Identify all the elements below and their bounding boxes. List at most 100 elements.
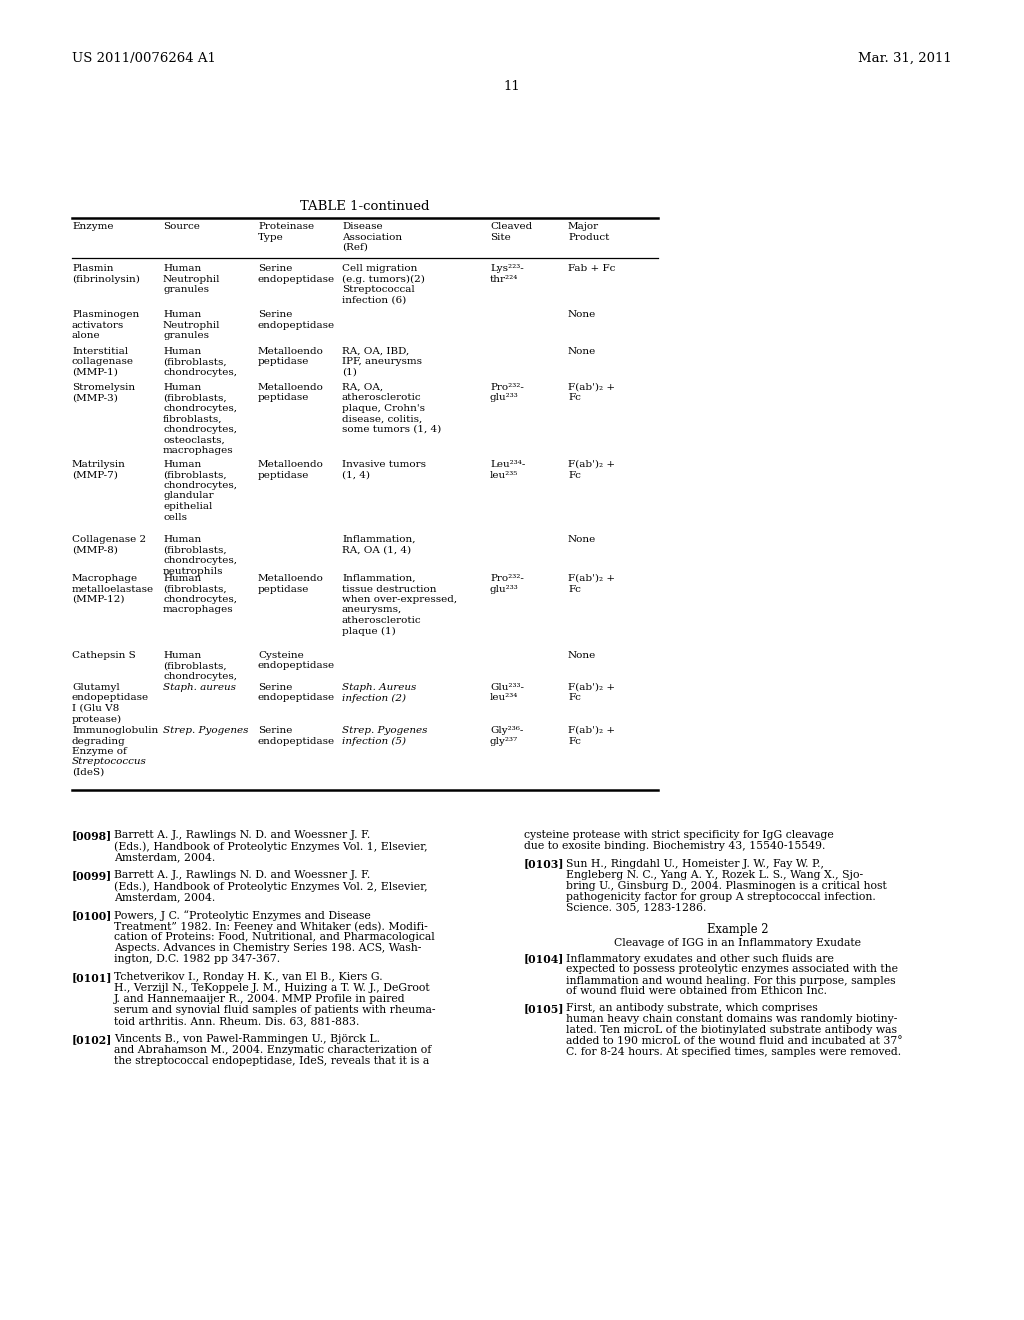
Text: thr²²⁴: thr²²⁴ [490, 275, 518, 284]
Text: F(ab')₂ +: F(ab')₂ + [568, 682, 615, 692]
Text: F(ab')₂ +: F(ab')₂ + [568, 574, 615, 583]
Text: Streptococcus: Streptococcus [72, 758, 146, 767]
Text: infection (5): infection (5) [342, 737, 406, 746]
Text: added to 190 microL of the wound fluid and incubated at 37°: added to 190 microL of the wound fluid a… [566, 1036, 902, 1045]
Text: toid arthritis. Ann. Rheum. Dis. 63, 881-883.: toid arthritis. Ann. Rheum. Dis. 63, 881… [114, 1016, 359, 1026]
Text: 11: 11 [504, 81, 520, 92]
Text: Type: Type [258, 232, 284, 242]
Text: [0101]: [0101] [72, 972, 113, 983]
Text: Aspects. Advances in Chemistry Series 198. ACS, Wash-: Aspects. Advances in Chemistry Series 19… [114, 942, 421, 953]
Text: chondrocytes,: chondrocytes, [163, 595, 237, 605]
Text: some tumors (1, 4): some tumors (1, 4) [342, 425, 441, 434]
Text: Cleavage of IGG in an Inflammatory Exudate: Cleavage of IGG in an Inflammatory Exuda… [614, 937, 861, 948]
Text: Inflammation,: Inflammation, [342, 574, 416, 583]
Text: glandular: glandular [163, 491, 214, 500]
Text: [0100]: [0100] [72, 909, 113, 921]
Text: aneurysms,: aneurysms, [342, 606, 402, 615]
Text: Enzyme: Enzyme [72, 222, 114, 231]
Text: Barrett A. J., Rawlings N. D. and Woessner J. F.: Barrett A. J., Rawlings N. D. and Woessn… [114, 870, 371, 880]
Text: leu²³⁴: leu²³⁴ [490, 693, 518, 702]
Text: activators: activators [72, 321, 124, 330]
Text: Human: Human [163, 264, 202, 273]
Text: cation of Proteins: Food, Nutritional, and Pharmacological: cation of Proteins: Food, Nutritional, a… [114, 932, 435, 942]
Text: glu²³³: glu²³³ [490, 393, 519, 403]
Text: Fc: Fc [568, 693, 581, 702]
Text: F(ab')₂ +: F(ab')₂ + [568, 459, 615, 469]
Text: (Eds.), Handbook of Proteolytic Enzymes Vol. 2, Elsevier,: (Eds.), Handbook of Proteolytic Enzymes … [114, 880, 428, 891]
Text: Sun H., Ringdahl U., Homeister J. W., Fay W. P.,: Sun H., Ringdahl U., Homeister J. W., Fa… [566, 858, 824, 869]
Text: Treatment” 1982. In: Feeney and Whitaker (eds). Modifi-: Treatment” 1982. In: Feeney and Whitaker… [114, 921, 428, 932]
Text: epithelial: epithelial [163, 502, 212, 511]
Text: endopeptidase: endopeptidase [258, 737, 335, 746]
Text: Amsterdam, 2004.: Amsterdam, 2004. [114, 851, 215, 862]
Text: (MMP-12): (MMP-12) [72, 595, 125, 605]
Text: Collagenase 2: Collagenase 2 [72, 535, 146, 544]
Text: (fibroblasts,: (fibroblasts, [163, 470, 226, 479]
Text: Stromelysin: Stromelysin [72, 383, 135, 392]
Text: (1, 4): (1, 4) [342, 470, 370, 479]
Text: (fibroblasts,: (fibroblasts, [163, 661, 226, 671]
Text: leu²³⁵: leu²³⁵ [490, 470, 518, 479]
Text: granules: granules [163, 285, 209, 294]
Text: TABLE 1-continued: TABLE 1-continued [300, 201, 430, 213]
Text: infection (6): infection (6) [342, 296, 407, 305]
Text: Matrilysin: Matrilysin [72, 459, 126, 469]
Text: (fibroblasts,: (fibroblasts, [163, 393, 226, 403]
Text: Mar. 31, 2011: Mar. 31, 2011 [858, 51, 952, 65]
Text: lated. Ten microL of the biotinylated substrate antibody was: lated. Ten microL of the biotinylated su… [566, 1026, 897, 1035]
Text: (MMP-1): (MMP-1) [72, 368, 118, 378]
Text: Disease: Disease [342, 222, 383, 231]
Text: None: None [568, 535, 596, 544]
Text: Human: Human [163, 310, 202, 319]
Text: Example 2: Example 2 [708, 924, 769, 936]
Text: Proteinase: Proteinase [258, 222, 314, 231]
Text: Human: Human [163, 574, 202, 583]
Text: (Eds.), Handbook of Proteolytic Enzymes Vol. 1, Elsevier,: (Eds.), Handbook of Proteolytic Enzymes … [114, 841, 428, 851]
Text: Pro²³²-: Pro²³²- [490, 383, 524, 392]
Text: Neutrophil: Neutrophil [163, 321, 220, 330]
Text: chondrocytes,: chondrocytes, [163, 556, 237, 565]
Text: Fc: Fc [568, 585, 581, 594]
Text: Metalloendo: Metalloendo [258, 347, 324, 356]
Text: Plasmin: Plasmin [72, 264, 114, 273]
Text: cells: cells [163, 512, 187, 521]
Text: (fibrinolysin): (fibrinolysin) [72, 275, 140, 284]
Text: RA, OA,: RA, OA, [342, 383, 383, 392]
Text: RA, OA (1, 4): RA, OA (1, 4) [342, 545, 411, 554]
Text: F(ab')₂ +: F(ab')₂ + [568, 726, 615, 735]
Text: Barrett A. J., Rawlings N. D. and Woessner J. F.: Barrett A. J., Rawlings N. D. and Woessn… [114, 830, 371, 840]
Text: [0105]: [0105] [524, 1003, 564, 1014]
Text: chondrocytes,: chondrocytes, [163, 480, 237, 490]
Text: (e.g. tumors)(2): (e.g. tumors)(2) [342, 275, 425, 284]
Text: (fibroblasts,: (fibroblasts, [163, 358, 226, 367]
Text: Product: Product [568, 232, 609, 242]
Text: Serine: Serine [258, 310, 293, 319]
Text: [0103]: [0103] [524, 858, 564, 870]
Text: Invasive tumors: Invasive tumors [342, 459, 426, 469]
Text: when over-expressed,: when over-expressed, [342, 595, 457, 605]
Text: C. for 8-24 hours. At specified times, samples were removed.: C. for 8-24 hours. At specified times, s… [566, 1047, 901, 1057]
Text: endopeptidase: endopeptidase [72, 693, 150, 702]
Text: None: None [568, 310, 596, 319]
Text: Glutamyl: Glutamyl [72, 682, 120, 692]
Text: degrading: degrading [72, 737, 126, 746]
Text: Human: Human [163, 535, 202, 544]
Text: atherosclerotic: atherosclerotic [342, 393, 422, 403]
Text: osteoclasts,: osteoclasts, [163, 436, 224, 445]
Text: peptidase: peptidase [258, 358, 309, 367]
Text: collagenase: collagenase [72, 358, 134, 367]
Text: Tchetverikov I., Ronday H. K., van El B., Kiers G.: Tchetverikov I., Ronday H. K., van El B.… [114, 972, 383, 982]
Text: Powers, J C. “Proteolytic Enzymes and Disease: Powers, J C. “Proteolytic Enzymes and Di… [114, 909, 371, 921]
Text: Strep. Pyogenes: Strep. Pyogenes [163, 726, 249, 735]
Text: Fc: Fc [568, 393, 581, 403]
Text: tissue destruction: tissue destruction [342, 585, 436, 594]
Text: Inflammation,: Inflammation, [342, 535, 416, 544]
Text: Serine: Serine [258, 726, 293, 735]
Text: Strep. Pyogenes: Strep. Pyogenes [342, 726, 427, 735]
Text: Cleaved: Cleaved [490, 222, 532, 231]
Text: Human: Human [163, 347, 202, 356]
Text: [0098]: [0098] [72, 830, 113, 841]
Text: Lys²²³-: Lys²²³- [490, 264, 523, 273]
Text: Vincents B., von Pawel-Rammingen U., Björck L.: Vincents B., von Pawel-Rammingen U., Bjö… [114, 1034, 380, 1044]
Text: Metalloendo: Metalloendo [258, 574, 324, 583]
